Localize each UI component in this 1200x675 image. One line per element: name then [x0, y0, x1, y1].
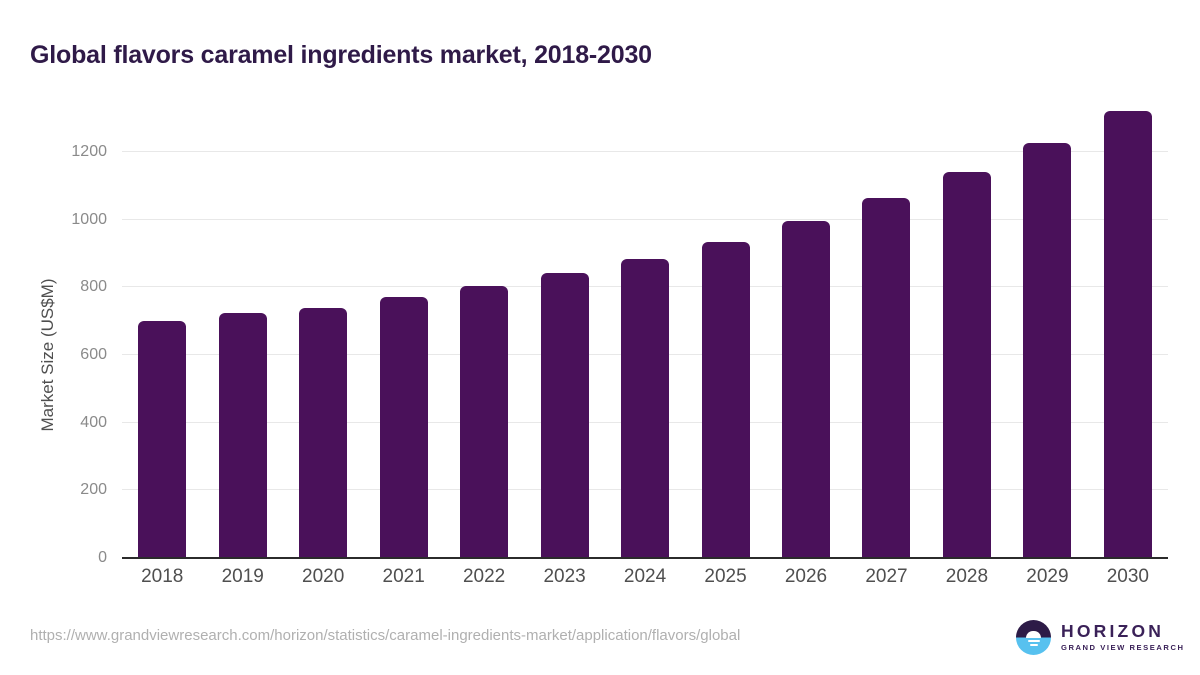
gridline-1000 [122, 218, 1168, 220]
x-tick-label-2027: 2027 [865, 566, 908, 587]
y-tick-label-800: 800 [80, 278, 107, 296]
y-axis-tick-labels: 0 200 400 600 800 1000 1200 [0, 98, 107, 566]
bar-slot-2020 [283, 98, 363, 558]
logo-tagline: GRAND VIEW RESEARCH [1061, 643, 1185, 653]
x-tick-label-2029: 2029 [1026, 566, 1069, 587]
bar-slot-2021 [363, 98, 443, 558]
x-tick-label-2026: 2026 [784, 566, 828, 587]
bar-2028[interactable] [942, 172, 991, 558]
x-axis-tick-labels: 2018 2019 2020 2021 2022 2023 2024 2025 2026 2027… [122, 566, 1168, 588]
bar-2018[interactable] [138, 321, 187, 558]
bars-row [122, 98, 1168, 558]
y-tick-label-400: 400 [80, 413, 107, 431]
bar-slot-2025 [685, 98, 765, 558]
bar-slot-2022 [444, 98, 524, 558]
y-tick-label-200: 200 [80, 481, 107, 499]
x-tick-label-2022: 2022 [462, 566, 506, 587]
bar-slot-2030 [1088, 98, 1168, 558]
sun-reflection-line [1029, 644, 1038, 646]
bar-2022[interactable] [460, 285, 509, 558]
bar-slot-2026 [766, 98, 846, 558]
bar-2024[interactable] [621, 258, 670, 558]
x-tick-label-2024: 2024 [623, 566, 667, 587]
y-tick-label-1200: 1200 [71, 143, 107, 160]
bar-slot-2023 [524, 98, 604, 558]
bar-2025[interactable] [701, 242, 750, 558]
source-url: https://www.grandviewresearch.com/horizo… [30, 627, 741, 644]
x-tick-label-2020: 2020 [302, 566, 345, 587]
bar-slot-2029 [1007, 98, 1087, 558]
x-tick-label-2019: 2019 [221, 566, 264, 587]
horizon-sun-icon [1016, 620, 1051, 655]
plot-area [122, 98, 1168, 559]
y-tick-label-1000: 1000 [71, 210, 107, 228]
chart-title: Global flavors caramel ingredients marke… [30, 40, 652, 69]
bar-slot-2027 [846, 98, 926, 558]
x-tick-label-2030: 2030 [1106, 566, 1149, 587]
x-tick-label-2023: 2023 [543, 566, 586, 587]
x-tick-label-2018: 2018 [141, 566, 184, 587]
bar-2021[interactable] [379, 297, 428, 558]
gridline-1200 [122, 151, 1168, 152]
x-tick-label-2021: 2021 [382, 566, 425, 587]
sun-dome-shape [1026, 630, 1041, 638]
y-tick-label-0: 0 [98, 549, 107, 566]
y-tick-label-600: 600 [80, 346, 107, 363]
bar-slot-2019 [202, 98, 282, 558]
bar-2019[interactable] [218, 313, 267, 558]
brand-logo: HORIZON GRAND VIEW RESEARCH [1016, 620, 1185, 655]
bar-2027[interactable] [862, 198, 911, 558]
logo-brand-name: HORIZON [1061, 620, 1165, 641]
bar-2029[interactable] [1023, 142, 1072, 558]
bar-slot-2018 [122, 98, 202, 558]
bar-2026[interactable] [781, 221, 830, 558]
bar-2020[interactable] [299, 307, 348, 558]
logo-text: HORIZON GRAND VIEW RESEARCH [1061, 620, 1185, 653]
x-tick-label-2028: 2028 [945, 566, 989, 587]
bar-slot-2024 [605, 98, 685, 558]
bar-slot-2028 [927, 98, 1007, 558]
bar-2030[interactable] [1103, 111, 1152, 558]
bar-2023[interactable] [540, 272, 589, 558]
sun-reflection-line [1027, 640, 1040, 642]
x-tick-label-2025: 2025 [704, 566, 747, 587]
x-axis-line [122, 557, 1168, 559]
